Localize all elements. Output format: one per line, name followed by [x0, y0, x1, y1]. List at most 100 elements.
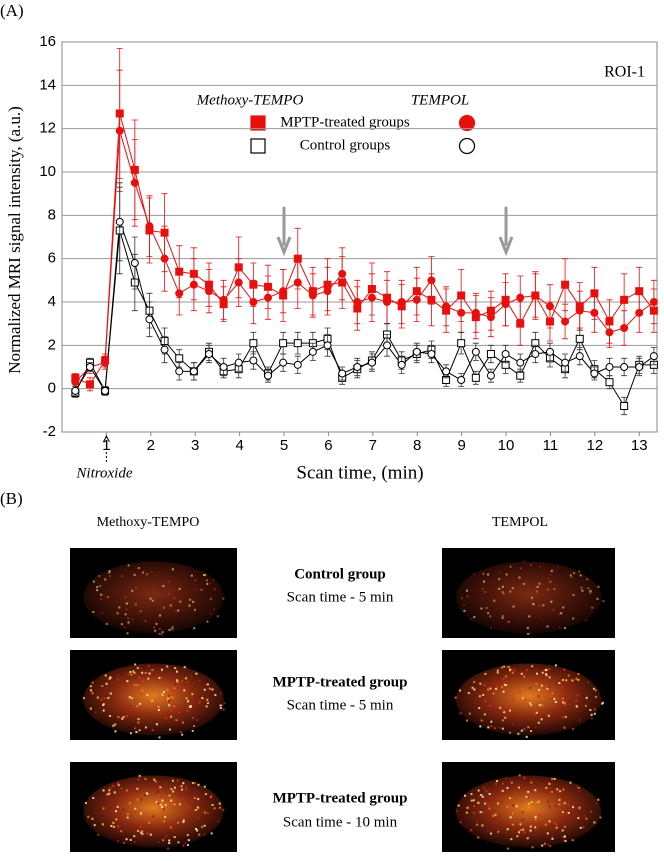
speckle [542, 592, 545, 595]
marker [590, 308, 599, 317]
marker [486, 313, 495, 322]
speckle [92, 797, 95, 800]
speckle [192, 716, 195, 719]
speckle [208, 687, 211, 690]
speckle [120, 787, 123, 790]
speckle [133, 840, 136, 843]
speckle [548, 689, 551, 692]
speckle [506, 805, 509, 808]
speckle [171, 779, 174, 782]
speckle [525, 735, 528, 738]
marker [397, 298, 406, 306]
speckle [544, 823, 547, 826]
speckle [528, 615, 531, 618]
speckle [548, 782, 551, 785]
speckle [151, 699, 154, 702]
speckle [554, 822, 557, 825]
speckle [553, 697, 556, 700]
speckle [509, 565, 512, 568]
speckle [501, 617, 504, 620]
speckle [527, 802, 530, 805]
speckle [490, 725, 493, 728]
x-tick-label: 5 [280, 437, 288, 454]
speckle [467, 691, 470, 694]
speckle [487, 726, 490, 729]
speckle [191, 782, 194, 785]
speckle [192, 696, 195, 699]
speckle [131, 697, 134, 700]
speckle [479, 682, 482, 685]
speckle [87, 815, 90, 818]
speckle [170, 588, 173, 591]
speckle [124, 596, 127, 599]
x-axis-label: Scan time, (min) [296, 462, 423, 483]
marker [219, 363, 228, 371]
speckle [541, 844, 544, 847]
speckle [167, 580, 170, 583]
speckle [169, 709, 172, 712]
speckle [134, 727, 137, 730]
speckle [577, 678, 580, 681]
speckle [565, 679, 568, 682]
speckle [562, 606, 565, 609]
speckle [602, 701, 605, 704]
marker [189, 367, 198, 376]
speckle [176, 679, 179, 682]
speckle [515, 791, 518, 794]
speckle [206, 620, 209, 623]
speckle [490, 709, 493, 712]
speckle [116, 805, 119, 808]
row-title: Control group [294, 566, 386, 582]
legend-marker [458, 137, 476, 155]
speckle [168, 842, 171, 845]
marker [649, 352, 658, 361]
speckle [496, 802, 499, 805]
speckle [178, 795, 181, 798]
speckle [547, 714, 550, 717]
speckle [92, 580, 95, 583]
speckle [206, 683, 209, 686]
speckle [564, 816, 567, 819]
speckle [582, 826, 585, 829]
marker [338, 369, 347, 378]
speckle [89, 707, 92, 710]
speckle [459, 712, 462, 715]
speckle [102, 709, 105, 712]
speckle [572, 593, 575, 596]
speckle [489, 704, 492, 707]
speckle [556, 788, 559, 791]
speckle [141, 671, 144, 674]
speckle [168, 695, 171, 698]
marker [457, 339, 466, 348]
speckle [531, 846, 534, 849]
speckle [544, 673, 547, 676]
speckle [563, 668, 566, 671]
marker [353, 298, 362, 306]
speckle [185, 697, 188, 700]
x-tick-label: 2 [147, 437, 155, 454]
speckle [109, 715, 112, 718]
speckle [473, 681, 476, 684]
speckle [170, 788, 173, 791]
x-tick-label: 6 [324, 437, 332, 454]
speckle [520, 729, 523, 732]
column-header: Methoxy-TEMPO [97, 515, 200, 530]
panel-label: (B) [0, 489, 23, 508]
marker [442, 302, 451, 311]
speckle [520, 783, 523, 786]
speckle [162, 839, 165, 842]
speckle [537, 800, 540, 803]
marker [160, 254, 169, 263]
series-line [75, 113, 655, 385]
speckle [149, 833, 152, 836]
speckle [563, 802, 566, 805]
legend-marker [458, 114, 476, 132]
speckle [184, 667, 187, 670]
speckle [534, 726, 537, 729]
speckle [129, 732, 132, 735]
speckle [472, 811, 475, 814]
marker [189, 280, 198, 289]
speckle [564, 715, 567, 718]
speckle [512, 804, 515, 807]
speckle [510, 838, 513, 841]
